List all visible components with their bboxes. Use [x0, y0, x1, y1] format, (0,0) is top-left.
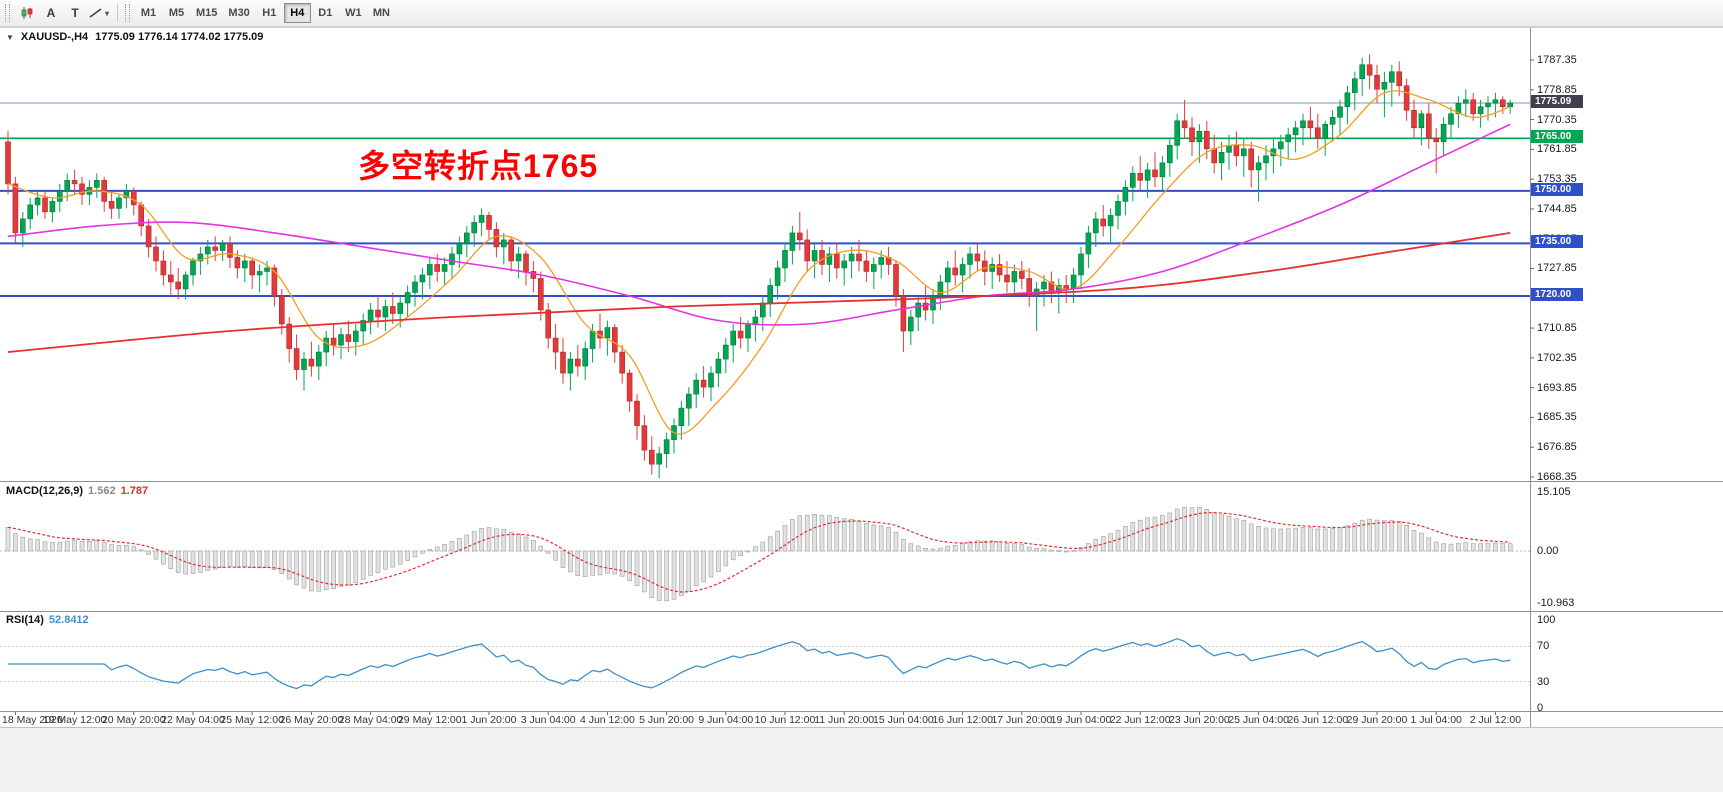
chart-type-button[interactable]	[15, 2, 39, 24]
time-label: 26 Jun 12:00	[1287, 714, 1349, 726]
timeframe-group: M1 M5 M15 M30 H1 H4 D1 W1 MN	[135, 3, 395, 23]
macd-signal-line	[7, 511, 1511, 593]
time-label: 26 May 20:00	[279, 714, 344, 726]
toolbar-grip[interactable]	[5, 4, 10, 22]
price-level-tag: 1765.00	[1531, 130, 1583, 144]
time-label: 22 Jun 12:00	[1109, 714, 1171, 726]
time-label: 15 Jun 04:00	[873, 714, 934, 726]
price-tick: 1668.35	[1537, 470, 1577, 483]
bottom-margin-area	[0, 728, 1723, 792]
time-label: 9 Jun 04:00	[698, 714, 754, 726]
macd-indicator-label: MACD(12,26,9) 1.562 1.787	[6, 485, 148, 497]
time-label: 22 May 04:00	[161, 714, 225, 726]
time-label: 23 Jun 20:00	[1169, 714, 1230, 726]
timeframe-h4-button[interactable]: H4	[283, 3, 311, 23]
price-tick: 1761.85	[1537, 143, 1577, 156]
text-tool-button[interactable]: T	[63, 2, 87, 24]
candlestick-chart-icon	[21, 7, 33, 19]
time-label: 5 Jun 20:00	[639, 714, 695, 726]
price-tick: 1753.35	[1537, 173, 1577, 186]
price-tick: 1744.85	[1537, 202, 1577, 215]
rsi-line	[8, 638, 1511, 690]
macd-scale-max: 15.105	[1537, 486, 1571, 498]
time-label: 4 Jun 12:00	[579, 714, 635, 726]
rsi-scale-70: 70	[1537, 640, 1550, 653]
time-label: 17 Jun 20:00	[991, 714, 1053, 726]
time-label: 25 May 12:00	[220, 714, 284, 726]
time-label: 1 Jul 04:00	[1410, 714, 1462, 726]
time-label: 16 Jun 12:00	[932, 714, 993, 726]
toolbar-separator	[117, 4, 118, 22]
time-label: 2 Jul 12:00	[1469, 714, 1522, 726]
price-tick: 1702.35	[1537, 351, 1577, 364]
timeframe-m30-button[interactable]: M30	[223, 3, 254, 23]
current-price-tag: 1775.09	[1531, 94, 1583, 108]
macd-value-signal: 1.787	[120, 485, 149, 497]
rsi-title: RSI(14)	[6, 614, 44, 626]
time-label: 10 Jun 12:00	[754, 714, 816, 726]
timeframe-h1-button[interactable]: H1	[256, 3, 283, 23]
timeframe-toolbar-grip[interactable]	[125, 4, 130, 22]
price-tick: 1710.85	[1537, 322, 1577, 335]
macd-scale-zero: 0.00	[1537, 545, 1559, 557]
ohlc-values: 1775.09 1776.14 1774.02 1775.09	[95, 31, 264, 43]
main-toolbar: A T ▾ M1 M5 M15 M30 H1 H4 D1 W1 MN	[0, 0, 1723, 27]
symbol-info[interactable]: ▼ XAUUSD-,H4 1775.09 1776.14 1774.02 177…	[6, 31, 263, 43]
price-tick: 1685.35	[1537, 411, 1577, 424]
collapse-triangle-icon[interactable]: ▼	[6, 32, 14, 42]
timeframe-m1-button[interactable]: M1	[135, 3, 162, 23]
price-tick: 1693.85	[1537, 381, 1577, 394]
price-tick: 1727.85	[1537, 262, 1577, 275]
rsi-scale-0: 0	[1537, 702, 1544, 714]
rsi-scale-30: 30	[1537, 675, 1550, 688]
ma-fast-line	[7, 90, 1511, 435]
chevron-down-icon: ▾	[104, 8, 109, 18]
rsi-indicator-label: RSI(14) 52.8412	[6, 614, 89, 626]
time-label: 28 May 04:00	[338, 714, 403, 726]
trendline-icon	[89, 8, 102, 18]
macd-scale-min: -10.963	[1537, 597, 1575, 609]
text-label-tool-button[interactable]: A	[39, 2, 63, 24]
timeframe-mn-button[interactable]: MN	[368, 3, 395, 23]
time-label: 11 Jun 20:00	[814, 714, 875, 726]
chart-annotation: 多空转折点1765	[358, 148, 599, 184]
macd-histogram	[5, 506, 1513, 602]
candles-layer	[5, 54, 1513, 479]
price-tick: 1770.35	[1537, 113, 1577, 126]
symbol-name: XAUUSD-,H4	[20, 31, 89, 43]
timeframe-m15-button[interactable]: M15	[191, 3, 222, 23]
ma-slow-line	[7, 232, 1511, 353]
timeframe-m5-button[interactable]: M5	[163, 3, 190, 23]
time-label: 3 Jun 04:00	[520, 714, 576, 726]
macd-value-main: 1.562	[88, 485, 116, 497]
price-tick: 1778.85	[1537, 83, 1577, 96]
price-level-tag: 1735.00	[1531, 235, 1583, 249]
drawing-tools-button[interactable]: ▾	[87, 2, 111, 24]
price-level-tag: 1720.00	[1531, 287, 1583, 301]
price-tick: 1676.85	[1537, 441, 1577, 454]
time-label: 25 Jun 04:00	[1228, 714, 1289, 726]
time-label: 19 May 12:00	[42, 714, 107, 726]
ma-mid-line	[7, 123, 1511, 326]
rsi-scale-100: 100	[1537, 614, 1556, 626]
timeframe-d1-button[interactable]: D1	[312, 3, 339, 23]
rsi-value: 52.8412	[48, 614, 89, 626]
price-tick: 1787.35	[1537, 54, 1577, 66]
time-label: 19 Jun 04:00	[1050, 714, 1112, 726]
timeframe-w1-button[interactable]: W1	[340, 3, 367, 23]
time-label: 29 Jun 20:00	[1346, 714, 1408, 726]
time-label: 1 Jun 20:00	[461, 714, 517, 726]
time-label: 18 May 2020	[2, 714, 63, 726]
price-level-tag: 1750.00	[1531, 182, 1583, 196]
time-label: 20 May 20:00	[101, 714, 166, 726]
macd-title: MACD(12,26,9)	[6, 485, 84, 497]
time-label: 29 May 12:00	[397, 714, 462, 726]
